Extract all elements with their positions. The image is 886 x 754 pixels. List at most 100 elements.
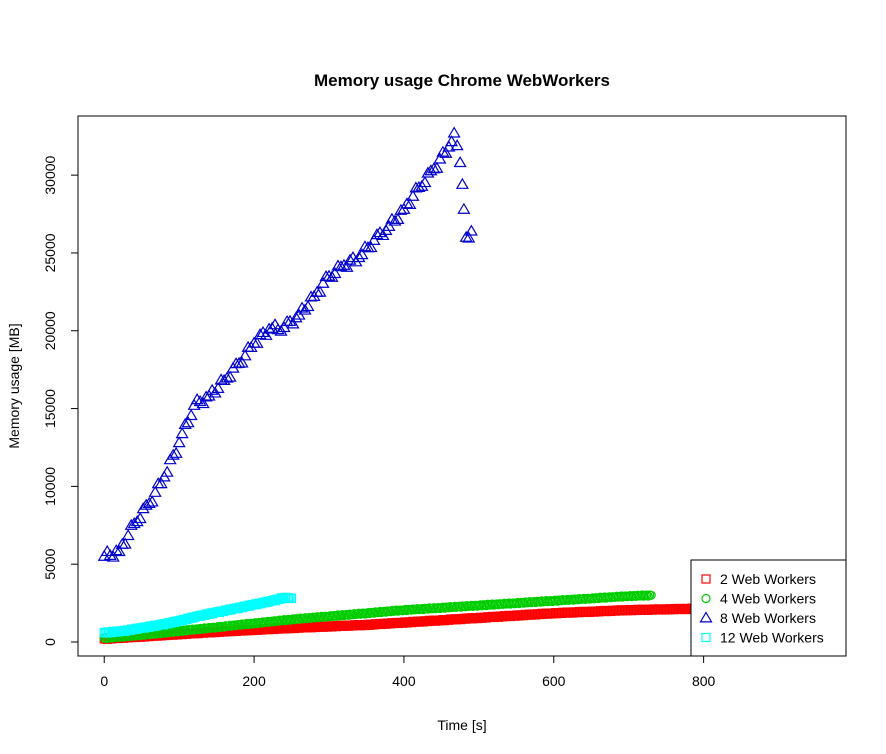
data-point — [130, 515, 144, 527]
data-point — [447, 126, 461, 138]
data-point — [459, 230, 473, 242]
y-tick-label: 5000 — [42, 548, 58, 579]
data-point — [313, 285, 327, 297]
legend-marker — [701, 574, 711, 584]
data-point — [464, 224, 478, 236]
data-point — [181, 416, 195, 428]
data-point — [148, 485, 162, 497]
data-point — [253, 328, 267, 340]
legend: 2 Web Workers 4 Web Workers 8 Web Workers 1… — [690, 559, 847, 657]
data-point — [462, 231, 476, 243]
x-tick-label: 800 — [692, 673, 716, 689]
data-point — [433, 152, 447, 164]
data-point — [418, 176, 432, 188]
legend-label: 8 Web Workers — [720, 610, 816, 626]
data-point — [211, 381, 225, 393]
data-point — [238, 349, 252, 361]
data-point — [415, 179, 429, 191]
data-point — [316, 276, 330, 288]
data-point — [430, 161, 444, 173]
legend-label: 12 Web Workers — [720, 630, 824, 646]
data-point — [406, 189, 420, 201]
data-point — [403, 197, 417, 209]
data-point — [325, 270, 339, 282]
data-point — [112, 545, 126, 557]
data-point — [154, 477, 168, 489]
data-point — [340, 260, 354, 272]
data-point — [289, 311, 303, 323]
data-point — [646, 590, 656, 600]
data-point — [175, 427, 189, 439]
data-point — [424, 164, 438, 176]
data-point — [370, 228, 384, 240]
data-point — [139, 498, 153, 510]
data-point — [178, 417, 192, 429]
data-point — [259, 328, 273, 340]
data-point — [450, 139, 464, 151]
legend-marker — [701, 593, 711, 604]
y-tick-label: 20000 — [42, 311, 58, 350]
data-point — [250, 336, 264, 348]
data-point — [286, 593, 297, 604]
y-tick-label: 0 — [42, 638, 58, 646]
chart-title: Memory usage Chrome WebWorkers — [314, 71, 610, 90]
y-tick-label: 25000 — [42, 233, 58, 272]
data-point — [223, 370, 237, 382]
data-point — [457, 202, 471, 214]
data-point — [202, 389, 216, 401]
data-point — [453, 156, 467, 168]
data-point — [382, 219, 396, 231]
data-point — [301, 299, 315, 312]
data-point — [328, 266, 342, 279]
data-point — [343, 253, 357, 265]
data-point — [118, 537, 132, 549]
data-point — [642, 590, 652, 600]
data-point — [145, 495, 159, 507]
data-point — [277, 320, 291, 333]
data-point — [364, 241, 378, 253]
data-point — [166, 448, 180, 460]
x-axis: 0 200 400 600 800 — [100, 655, 716, 689]
data-point — [265, 321, 279, 333]
data-point — [298, 303, 312, 315]
data-point — [196, 397, 210, 409]
data-point — [169, 446, 183, 458]
y-tick-label: 30000 — [42, 155, 58, 194]
data-point — [352, 250, 366, 263]
data-point — [160, 465, 174, 477]
legend-marker — [699, 611, 713, 623]
data-point — [106, 550, 120, 562]
data-point — [391, 212, 405, 225]
x-tick-label: 600 — [542, 673, 566, 689]
legend-marker — [701, 632, 711, 643]
y-axis-label: Memory usage [MB] — [6, 323, 22, 448]
data-point — [133, 511, 147, 524]
data-point — [355, 248, 369, 260]
data-point — [394, 203, 408, 215]
y-tick-label: 15000 — [42, 389, 58, 428]
data-points — [97, 126, 731, 644]
data-point — [358, 240, 372, 252]
data-point — [373, 226, 387, 238]
data-point — [121, 528, 135, 541]
data-point — [256, 325, 270, 338]
data-point — [442, 140, 456, 152]
data-point — [322, 269, 336, 281]
legend-label: 4 Web Workers — [720, 591, 816, 607]
data-point — [187, 398, 201, 410]
data-point — [217, 373, 231, 386]
x-tick-label: 0 — [100, 673, 108, 689]
legend-box — [690, 559, 847, 657]
data-point — [142, 496, 156, 508]
data-point — [274, 324, 288, 336]
data-point — [334, 260, 348, 272]
series-4 — [99, 592, 297, 638]
data-point — [220, 371, 234, 383]
data-point — [199, 390, 213, 402]
x-tick-label: 200 — [242, 673, 266, 689]
legend-label: 2 Web Workers — [720, 571, 816, 587]
data-point — [124, 518, 138, 530]
y-axis: 0 5000 10000 15000 20000 25000 30000 — [42, 155, 79, 646]
data-point — [172, 436, 186, 448]
y-tick-label: 10000 — [42, 467, 58, 506]
